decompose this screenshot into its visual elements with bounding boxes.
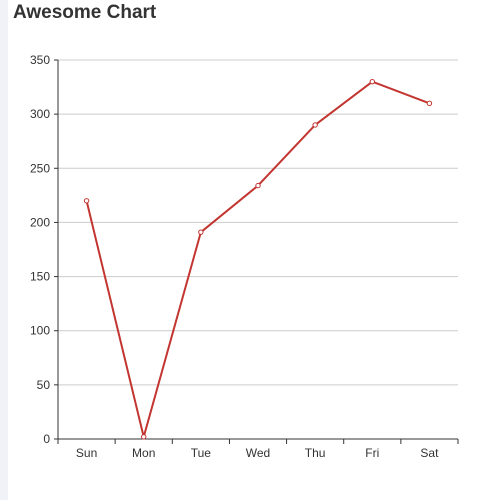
data-point-wed bbox=[255, 182, 261, 189]
x-tick-label-thu: Thu bbox=[305, 446, 326, 460]
x-tick-label-mon: Mon bbox=[132, 446, 155, 460]
y-tick-label: 250 bbox=[30, 161, 50, 175]
data-point-fri bbox=[369, 78, 375, 85]
y-tick-label: 50 bbox=[37, 378, 51, 392]
series bbox=[83, 78, 433, 440]
x-tick-label-fri: Fri bbox=[365, 446, 379, 460]
data-point-tue bbox=[198, 229, 204, 235]
grid-lines bbox=[58, 59, 458, 386]
x-tick-label-sun: Sun bbox=[76, 446, 97, 460]
left-edge-strip bbox=[0, 0, 8, 500]
y-tick-label: 100 bbox=[30, 324, 50, 338]
data-point-thu bbox=[312, 122, 318, 128]
data-point-sun bbox=[83, 198, 90, 204]
axes bbox=[54, 59, 459, 444]
y-tick-label: 150 bbox=[30, 270, 50, 284]
x-tick-label-wed: Wed bbox=[246, 446, 270, 460]
series-line bbox=[85, 80, 430, 438]
chart-title: Awesome Chart bbox=[13, 2, 157, 23]
y-tick-label: 0 bbox=[43, 432, 50, 446]
y-tick-label: 300 bbox=[30, 107, 50, 121]
tick-labels: 0 50 100 150 200 250 300 350 Sun Mon Tue Wed Thu Fri S… bbox=[30, 53, 439, 460]
x-tick-label-tue: Tue bbox=[191, 446, 212, 460]
x-tick-label-sat: Sat bbox=[420, 446, 439, 460]
data-point-mon bbox=[141, 434, 147, 440]
y-tick-label: 350 bbox=[30, 53, 50, 67]
data-point-sat bbox=[426, 100, 433, 107]
y-tick-label: 200 bbox=[30, 215, 50, 229]
